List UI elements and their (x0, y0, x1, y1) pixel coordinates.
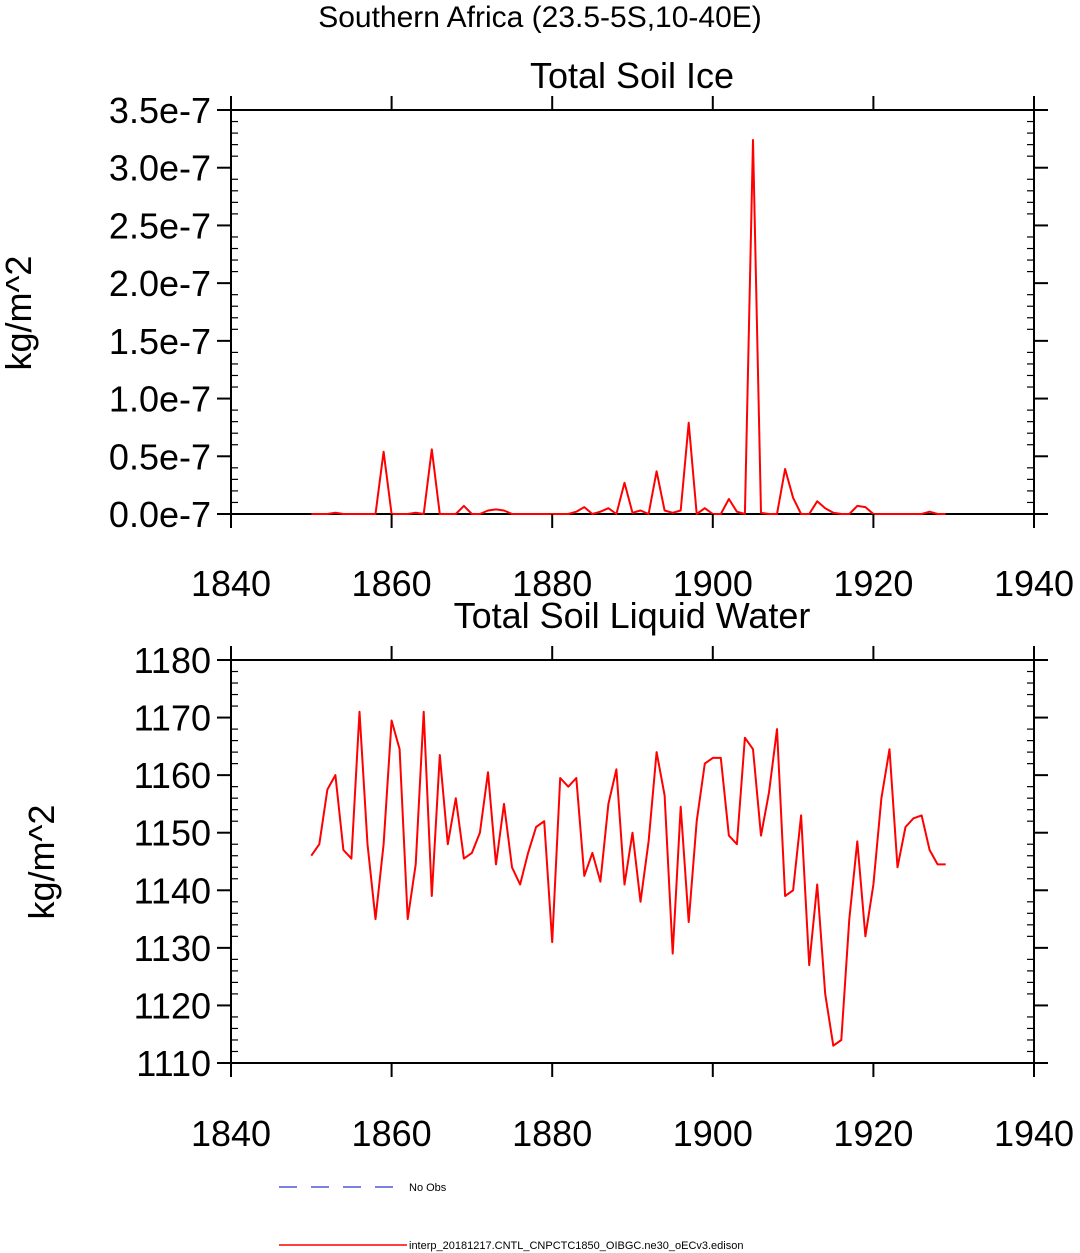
y-tick-label: 1.0e-7 (109, 379, 211, 420)
x-tick-label: 1940 (994, 1113, 1074, 1154)
series-line (310, 710, 946, 1047)
series-lines (310, 710, 946, 1047)
y-tick-label: 3.5e-7 (109, 90, 211, 131)
x-tick-label: 1920 (833, 563, 913, 604)
x-tick-label: 1920 (833, 1113, 913, 1154)
y-axis-label: kg/m^2 (0, 256, 39, 371)
x-tick-label: 1840 (191, 563, 271, 604)
y-tick-label: 1110 (136, 1043, 211, 1084)
series-lines (311, 139, 946, 515)
x-tick-label: 1900 (673, 1113, 753, 1154)
x-tick-label: 1840 (191, 1113, 271, 1154)
chart-title: Total Soil Ice (530, 55, 734, 96)
panel-total-soil-liquid-water: Total Soil Liquid Water kg/m^2 1840 1860 1… (21, 595, 1074, 1154)
y-tick-label: 1130 (134, 928, 211, 969)
series-line (311, 139, 946, 515)
y-tick-label: 1160 (134, 755, 211, 796)
y-tick-label: 1120 (134, 985, 211, 1026)
y-tick-label: 1170 (134, 698, 211, 739)
y-tick-label: 0.0e-7 (109, 494, 211, 535)
legend-label: No Obs (409, 1182, 447, 1194)
y-tick-label: 2.5e-7 (109, 205, 211, 246)
y-tick-label: 1180 (134, 640, 211, 681)
y-tick-label: 1140 (134, 870, 211, 911)
legend-item-no-obs: No Obs (279, 1182, 447, 1194)
axes: 1840 1860 1880 1900 1920 1940 1110 1120 1130 1140… (134, 640, 1074, 1154)
y-tick-label: 2.0e-7 (109, 263, 211, 304)
y-tick-label: 0.5e-7 (109, 436, 211, 477)
y-tick-label: 1.5e-7 (109, 321, 211, 362)
legend-label: interp_20181217.CNTL_CNPCTC1850_OIBGC.ne… (409, 1240, 743, 1252)
x-tick-label: 1880 (512, 563, 592, 604)
legend-item-model: interp_20181217.CNTL_CNPCTC1850_OIBGC.ne… (279, 1240, 743, 1252)
y-axis-label: kg/m^2 (21, 805, 62, 920)
x-tick-label: 1860 (352, 1113, 432, 1154)
chart-title: Total Soil Liquid Water (454, 595, 811, 636)
x-tick-label: 1940 (994, 563, 1074, 604)
x-tick-label: 1860 (352, 563, 432, 604)
y-tick-label: 3.0e-7 (109, 148, 211, 189)
x-tick-label: 1900 (673, 563, 753, 604)
panel-total-soil-ice: Total Soil Ice kg/m^2 1840 1860 1880 1900 19… (0, 55, 1074, 604)
x-tick-label: 1880 (512, 1113, 592, 1154)
plot-frame (230, 109, 1035, 515)
legend: No Obs interp_20181217.CNTL_CNPCTC1850_O… (279, 1182, 743, 1252)
figure-suptitle: Southern Africa (23.5-5S,10-40E) (318, 1, 762, 34)
axes: 1840 1860 1880 1900 1920 1940 0.0e-7 0.5e-7 1.0e… (109, 90, 1074, 604)
plot-frame (230, 659, 1035, 1064)
y-tick-label: 1150 (134, 813, 211, 854)
